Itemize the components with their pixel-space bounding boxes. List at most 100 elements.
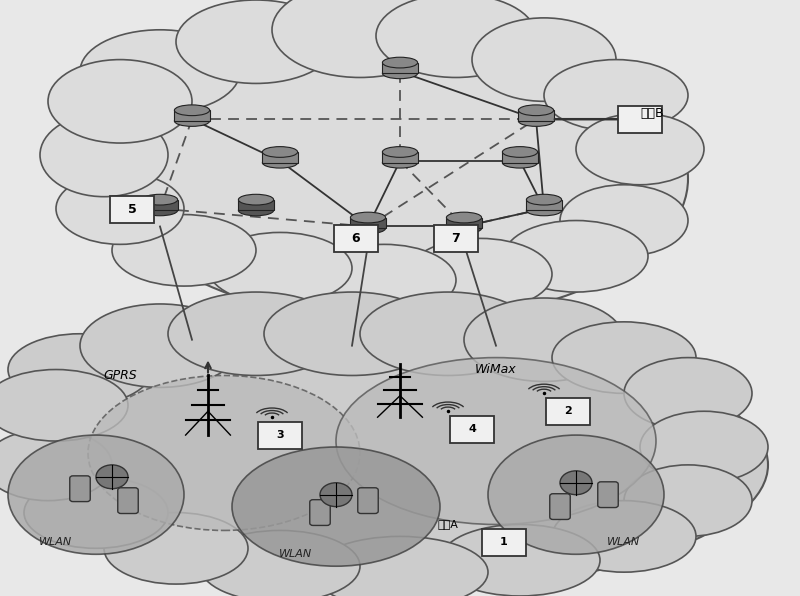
Ellipse shape [552,322,696,393]
Ellipse shape [80,304,240,387]
Ellipse shape [382,57,418,68]
Ellipse shape [88,375,360,530]
Ellipse shape [464,298,624,381]
Bar [446,218,482,228]
Ellipse shape [376,0,536,77]
Ellipse shape [312,244,456,316]
Bar [350,218,386,228]
FancyBboxPatch shape [118,488,138,514]
Ellipse shape [262,147,298,157]
FancyBboxPatch shape [598,482,618,508]
Ellipse shape [526,205,562,216]
FancyBboxPatch shape [334,225,378,252]
Bar [526,200,562,210]
Bar [502,152,538,163]
Text: 用户A: 用户A [438,520,458,529]
Ellipse shape [142,194,178,205]
Ellipse shape [526,194,562,205]
Bar [518,110,554,121]
Ellipse shape [544,60,688,131]
Ellipse shape [552,501,696,572]
Ellipse shape [360,292,536,375]
Ellipse shape [272,0,448,77]
Text: 2: 2 [564,406,572,416]
Text: 4: 4 [468,424,476,434]
Bar [382,63,418,73]
Ellipse shape [350,223,386,234]
Text: WLAN: WLAN [279,550,313,559]
Ellipse shape [320,483,352,507]
Text: WiMax: WiMax [475,363,517,376]
Ellipse shape [48,60,192,143]
Ellipse shape [382,157,418,168]
Ellipse shape [104,513,248,584]
Ellipse shape [312,536,488,596]
Ellipse shape [440,524,600,596]
Ellipse shape [336,358,656,524]
Ellipse shape [200,530,360,596]
Ellipse shape [350,212,386,223]
Text: 5: 5 [128,203,136,216]
Ellipse shape [238,205,274,216]
Bar [382,152,418,163]
Text: 3: 3 [276,430,284,440]
FancyBboxPatch shape [358,488,378,514]
Ellipse shape [502,147,538,157]
Ellipse shape [504,221,648,292]
Ellipse shape [232,447,440,566]
Ellipse shape [112,36,688,322]
Ellipse shape [264,292,440,375]
Ellipse shape [446,212,482,223]
Ellipse shape [0,370,128,441]
Ellipse shape [576,113,704,185]
Ellipse shape [32,340,768,590]
Ellipse shape [382,68,418,79]
FancyBboxPatch shape [434,225,478,252]
Ellipse shape [446,223,482,234]
Ellipse shape [238,194,274,205]
Ellipse shape [142,205,178,216]
Text: 用户B: 用户B [640,107,664,120]
Bar [238,200,274,210]
Text: GPRS: GPRS [103,369,137,382]
Bar [142,200,178,210]
Ellipse shape [174,105,210,116]
Text: WLAN: WLAN [607,538,641,547]
FancyBboxPatch shape [110,196,154,224]
Ellipse shape [168,292,344,375]
Ellipse shape [502,157,538,168]
Text: 7: 7 [452,232,460,245]
Ellipse shape [40,113,168,197]
Ellipse shape [8,435,184,554]
Ellipse shape [518,105,554,116]
Ellipse shape [560,185,688,256]
Ellipse shape [80,30,240,113]
FancyBboxPatch shape [618,105,662,133]
FancyBboxPatch shape [550,493,570,520]
Bar [174,110,210,121]
Ellipse shape [112,215,256,286]
Text: 1: 1 [500,538,508,547]
FancyBboxPatch shape [70,476,90,502]
Ellipse shape [24,477,168,548]
Ellipse shape [640,411,768,483]
FancyBboxPatch shape [546,398,590,425]
Bar [262,152,298,163]
Ellipse shape [176,0,336,83]
Ellipse shape [382,147,418,157]
Ellipse shape [208,232,352,304]
Ellipse shape [624,465,752,536]
Ellipse shape [56,173,184,244]
Text: WLAN: WLAN [39,538,73,547]
Ellipse shape [472,18,616,101]
FancyBboxPatch shape [310,499,330,526]
Ellipse shape [174,116,210,126]
Ellipse shape [262,157,298,168]
Ellipse shape [624,358,752,429]
Ellipse shape [8,334,152,405]
FancyBboxPatch shape [482,529,526,556]
Ellipse shape [0,429,112,501]
FancyBboxPatch shape [258,421,302,449]
Ellipse shape [488,435,664,554]
Ellipse shape [96,465,128,489]
